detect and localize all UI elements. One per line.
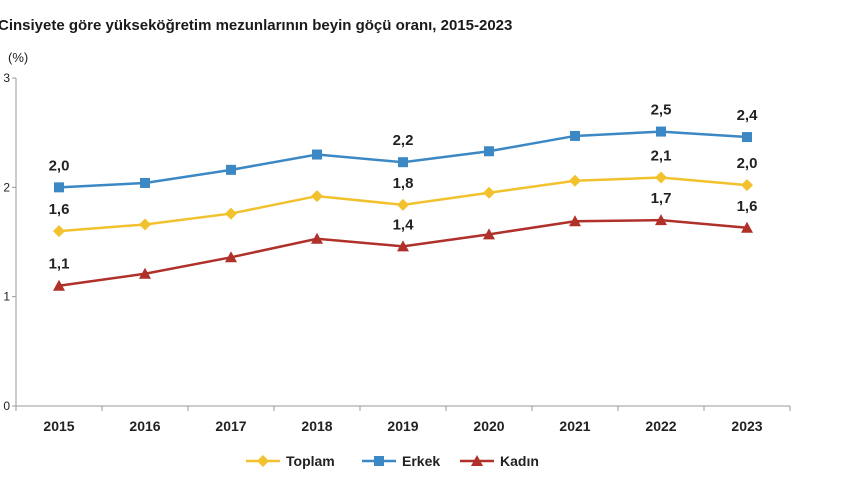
data-label-toplam: 1,6 xyxy=(49,201,70,218)
data-point-toplam xyxy=(311,190,323,203)
data-point-kad-n xyxy=(655,214,667,226)
legend-label-toplam: Toplam xyxy=(286,453,335,469)
data-point-erkek xyxy=(226,164,236,175)
data-point-kad-n xyxy=(139,267,151,279)
x-tick-label: 2018 xyxy=(301,418,332,434)
data-point-toplam xyxy=(741,179,753,192)
data-point-toplam xyxy=(53,225,65,238)
y-ticks: 0 1 2 3 xyxy=(3,71,16,413)
data-point-erkek xyxy=(312,149,322,160)
data-point-erkek xyxy=(140,177,150,188)
legend-label-kad-n: Kadın xyxy=(500,453,539,469)
data-point-erkek xyxy=(742,132,752,143)
data-point-toplam xyxy=(483,186,495,199)
data-point-kad-n xyxy=(53,279,65,291)
y-tick-label: 1 xyxy=(3,290,10,304)
x-tick-label: 2022 xyxy=(645,418,676,434)
data-point-kad-n xyxy=(225,251,237,263)
x-tick-label: 2015 xyxy=(43,418,74,434)
legend: Toplam Erkek Kadın xyxy=(246,453,539,469)
data-label-erkek: 2,5 xyxy=(651,102,672,119)
x-tick-label: 2017 xyxy=(215,418,246,434)
data-labels: 1,6 1,8 2,1 2,0 2,0 2,2 2,5 2,4 1,1 1,4 1,7 1,6 xyxy=(49,102,759,273)
x-tick-label: 2020 xyxy=(473,418,504,434)
data-label-erkek: 2,4 xyxy=(737,107,759,124)
series-group xyxy=(53,126,753,291)
data-point-kad-n xyxy=(741,221,753,233)
data-label-kad-n: 1,6 xyxy=(737,198,758,215)
y-axis-unit: (%) xyxy=(8,50,28,65)
legend-marker-toplam xyxy=(257,455,269,467)
x-ticks: 2015 2016 2017 2018 2019 2020 2021 2022 2023 xyxy=(15,406,791,434)
data-point-kad-n xyxy=(311,232,323,244)
data-point-toplam xyxy=(225,207,237,220)
data-label-toplam: 2,0 xyxy=(737,155,758,172)
data-point-toplam xyxy=(569,174,581,187)
data-label-kad-n: 1,4 xyxy=(393,216,415,233)
data-point-toplam xyxy=(139,218,151,231)
x-tick-label: 2019 xyxy=(387,418,418,434)
data-point-erkek xyxy=(398,157,408,168)
legend-marker-kad-n xyxy=(471,455,483,466)
data-point-erkek xyxy=(54,182,64,193)
data-label-toplam: 2,1 xyxy=(651,147,672,164)
data-point-erkek xyxy=(570,130,580,141)
data-point-kad-n xyxy=(569,215,581,227)
data-point-erkek xyxy=(484,146,494,157)
data-label-toplam: 1,8 xyxy=(393,175,414,192)
data-label-kad-n: 1,1 xyxy=(49,256,70,273)
legend-marker-erkek xyxy=(374,456,384,466)
chart-title: Cinsiyete göre yükseköğretim mezunlarını… xyxy=(0,17,512,34)
y-tick-label: 0 xyxy=(3,399,10,413)
data-point-erkek xyxy=(656,126,666,137)
data-point-toplam xyxy=(397,198,409,211)
legend-label-erkek: Erkek xyxy=(402,453,440,469)
y-tick-label: 3 xyxy=(3,71,10,85)
data-point-kad-n xyxy=(397,240,409,252)
data-label-erkek: 2,2 xyxy=(393,132,414,149)
x-tick-label: 2023 xyxy=(731,418,762,434)
x-tick-label: 2016 xyxy=(129,418,160,434)
data-label-kad-n: 1,7 xyxy=(651,190,672,207)
y-tick-label: 2 xyxy=(3,180,10,194)
data-point-kad-n xyxy=(483,228,495,240)
data-label-erkek: 2,0 xyxy=(49,157,70,174)
x-tick-label: 2021 xyxy=(559,418,590,434)
data-point-toplam xyxy=(655,171,667,184)
